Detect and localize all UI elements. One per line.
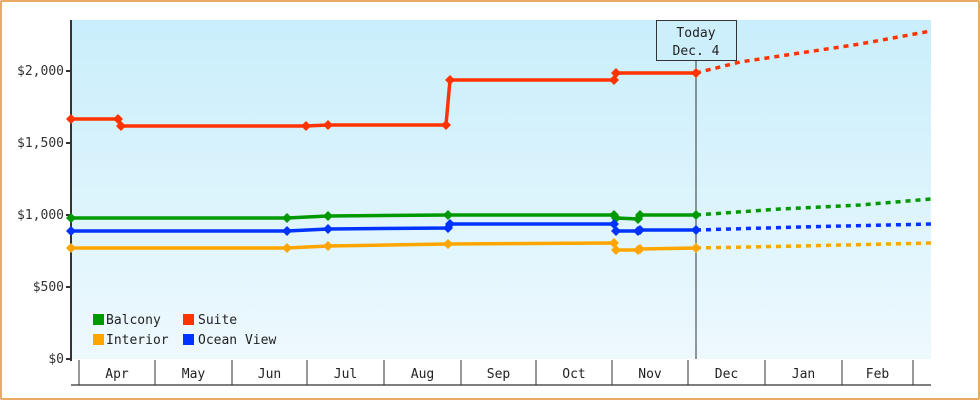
data-point-marker[interactable] — [611, 226, 621, 236]
month-label: Apr — [105, 367, 129, 382]
data-point-marker[interactable] — [116, 121, 126, 131]
y-tick-label: $500 — [33, 280, 64, 295]
data-point-marker[interactable] — [323, 211, 333, 221]
data-point-marker[interactable] — [443, 239, 453, 249]
data-point-marker[interactable] — [445, 219, 455, 229]
data-point-marker[interactable] — [611, 68, 621, 78]
series-interior — [66, 238, 932, 255]
data-point-marker[interactable] — [323, 241, 333, 251]
series-ocean-view — [66, 219, 932, 236]
month-label: Dec — [715, 367, 738, 382]
y-tick-label: $0 — [48, 352, 64, 367]
data-point-marker[interactable] — [323, 120, 333, 130]
plot-area — [71, 20, 931, 359]
legend-swatch-balcony — [93, 314, 104, 325]
data-point-marker[interactable] — [611, 245, 621, 255]
legend-label-ocean-view: Ocean View — [198, 333, 276, 348]
data-point-marker[interactable] — [282, 226, 292, 236]
data-point-marker[interactable] — [635, 210, 645, 220]
legend-swatch-ocean-view — [183, 334, 194, 345]
data-point-marker[interactable] — [66, 114, 76, 124]
month-label: Jun — [258, 367, 281, 382]
y-tick-label: $1,500 — [17, 136, 64, 151]
data-point-marker[interactable] — [691, 210, 701, 220]
month-label: May — [182, 367, 206, 382]
data-point-marker[interactable] — [635, 225, 645, 235]
today-label: Today — [676, 26, 715, 41]
data-point-marker[interactable] — [323, 224, 333, 234]
x-axis: Apr May Jun Jul Aug Sep Oct Nov Dec Jan Feb — [70, 359, 931, 386]
legend-swatch-interior — [93, 334, 104, 345]
data-point-marker[interactable] — [66, 243, 76, 253]
data-point-marker[interactable] — [301, 121, 311, 131]
legend-label-suite: Suite — [198, 313, 237, 328]
data-point-marker[interactable] — [445, 75, 455, 85]
series-balcony — [66, 197, 932, 224]
month-label: Jul — [334, 367, 357, 382]
data-point-marker[interactable] — [691, 243, 701, 253]
y-tick-label: $2,000 — [17, 64, 64, 79]
y-axis: $0 $500 $1,000 $1,500 $2,000 — [17, 20, 72, 367]
legend-swatch-suite — [183, 314, 194, 325]
month-label: Nov — [638, 367, 662, 382]
legend-label-balcony: Balcony — [106, 313, 161, 328]
legend: Balcony Suite Interior Ocean View — [93, 313, 276, 348]
data-point-marker[interactable] — [282, 213, 292, 223]
data-point-marker[interactable] — [691, 225, 701, 235]
month-label: Feb — [866, 367, 890, 382]
data-point-marker[interactable] — [441, 120, 451, 130]
data-point-marker[interactable] — [635, 244, 645, 254]
data-point-marker[interactable] — [691, 68, 701, 78]
data-point-marker[interactable] — [66, 213, 76, 223]
legend-label-interior: Interior — [106, 333, 169, 348]
y-tick-label: $1,000 — [17, 208, 64, 223]
data-point-marker[interactable] — [282, 243, 292, 253]
month-label: Sep — [487, 367, 511, 382]
series-suite — [66, 29, 932, 131]
month-label: Jan — [792, 367, 815, 382]
today-date-label: Dec. 4 — [673, 44, 720, 59]
data-point-marker[interactable] — [443, 210, 453, 220]
today-marker: Today Dec. 4 — [656, 20, 737, 359]
data-point-marker[interactable] — [66, 226, 76, 236]
month-label: Oct — [562, 367, 585, 382]
month-label: Aug — [411, 367, 434, 382]
